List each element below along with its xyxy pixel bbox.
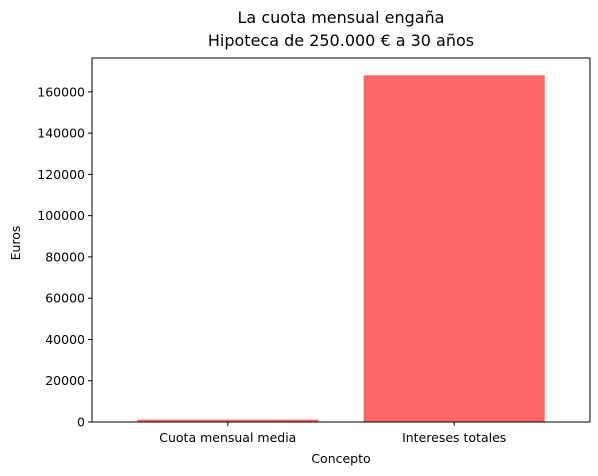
y-tick-label-6: 120000 xyxy=(37,167,85,182)
bar-0 xyxy=(137,419,319,422)
y-tick-label-8: 160000 xyxy=(37,84,85,99)
plot-frame xyxy=(91,57,591,423)
x-tick-label-1: Intereses totales xyxy=(402,430,506,445)
y-tick-label-0: 0 xyxy=(77,415,85,430)
bars-layer xyxy=(137,75,545,422)
y-tick-label-4: 80000 xyxy=(45,249,85,264)
chart-title-line-1: La cuota mensual engaña xyxy=(238,8,445,27)
y-tick-label-3: 60000 xyxy=(45,291,85,306)
chart-title-line-2: Hipoteca de 250.000 € a 30 años xyxy=(208,31,474,50)
y-tick-label-5: 100000 xyxy=(37,208,85,223)
x-tick-label-0: Cuota mensual media xyxy=(159,430,296,445)
bar-1 xyxy=(363,75,545,422)
y-axis-label: Euros xyxy=(8,226,23,261)
y-tick-label-2: 40000 xyxy=(45,332,85,347)
y-axis: 0 20000 40000 60000 80000 100000 120000 140000 1… xyxy=(37,84,92,430)
x-axis-label: Concepto xyxy=(311,451,370,466)
x-axis: Cuota mensual media Intereses totales xyxy=(159,422,506,445)
y-tick-label-1: 20000 xyxy=(45,373,85,388)
y-tick-label-7: 140000 xyxy=(37,126,85,141)
